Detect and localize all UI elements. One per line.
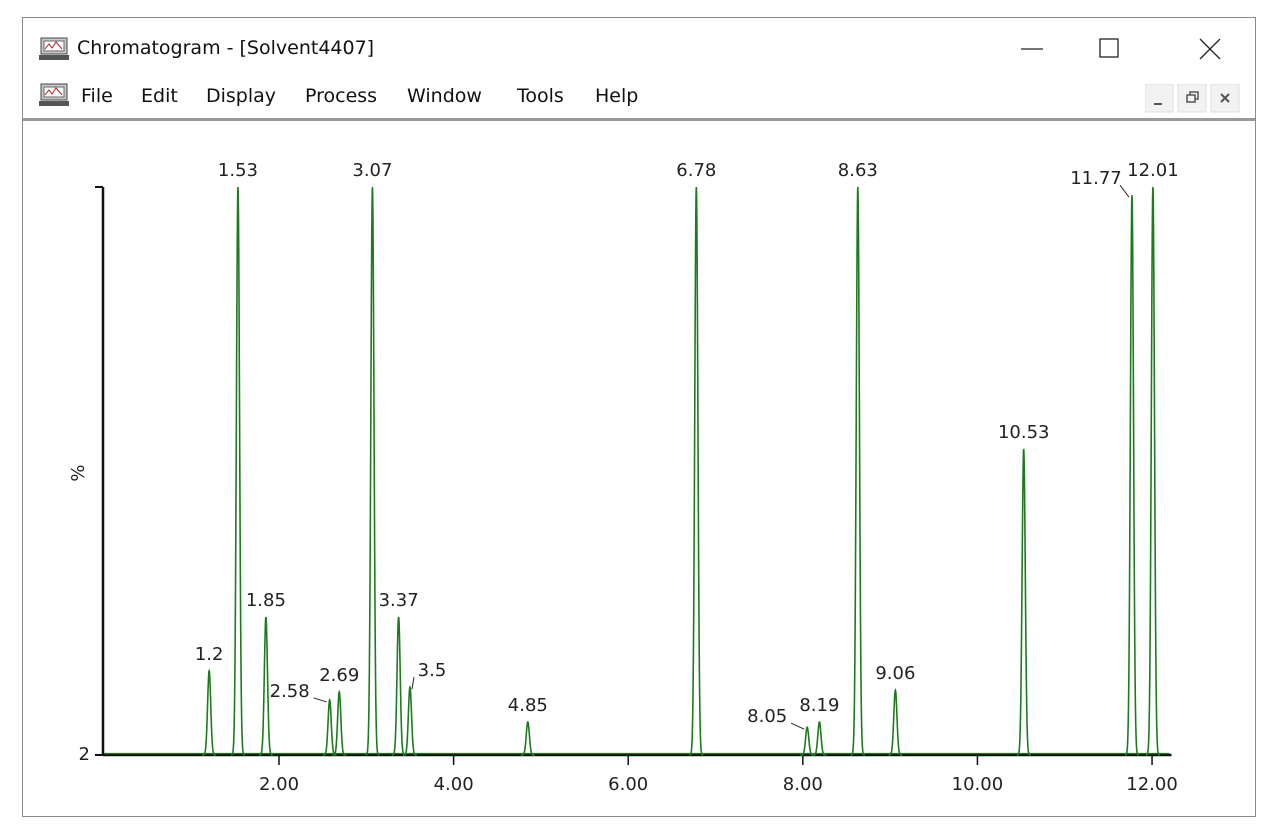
peak-label: 3.5 <box>418 660 447 681</box>
window-title: Chromatogram - [Solvent4407] <box>77 37 375 59</box>
peak <box>520 720 535 756</box>
peak <box>1124 195 1140 756</box>
leader-line <box>411 677 415 690</box>
menu-bar: File Edit Display Process Window Tools H… <box>23 78 1255 121</box>
peak <box>888 688 903 756</box>
menu-item[interactable]: Window <box>407 85 482 107</box>
leader-line <box>1119 184 1130 198</box>
menu-item[interactable]: Edit <box>141 85 178 107</box>
mdi-close[interactable] <box>1220 93 1230 103</box>
close-button[interactable] <box>1199 38 1221 60</box>
maximize-button[interactable] <box>1099 38 1119 58</box>
menu-item[interactable]: Tools <box>517 85 564 107</box>
peak <box>1145 186 1160 756</box>
peak <box>402 685 417 756</box>
peak <box>689 186 704 756</box>
menu-item[interactable]: File <box>81 85 113 107</box>
title-bar: Chromatogram - [Solvent4407] <box>23 18 1255 60</box>
peak-label: 1.85 <box>246 590 286 611</box>
peak <box>258 616 273 756</box>
x-tick-label: 12.00 <box>1126 774 1178 795</box>
peak-label: 6.78 <box>676 160 716 181</box>
x-tick-label: 6.00 <box>608 774 648 795</box>
peak <box>391 616 406 756</box>
x-tick-label: 8.00 <box>783 774 823 795</box>
window-controls <box>1021 38 1221 60</box>
y-tick-label: 2 <box>79 744 90 765</box>
leader-line <box>313 697 327 703</box>
peak-label: 9.06 <box>875 663 915 684</box>
peak <box>202 668 217 756</box>
peak <box>800 726 815 756</box>
leader-line <box>790 722 805 730</box>
peak-label: 8.19 <box>799 695 839 716</box>
peak-label: 11.77 <box>1070 168 1122 189</box>
peak <box>812 720 827 756</box>
peak-label: 2.58 <box>270 681 310 702</box>
peak-label: 10.53 <box>998 422 1050 443</box>
x-tick-label: 2.00 <box>259 774 299 795</box>
x-tick-label: 10.00 <box>952 774 1004 795</box>
peak-label: 8.63 <box>838 160 878 181</box>
peak-label: 1.53 <box>218 160 258 181</box>
peak-label: 12.01 <box>1127 160 1179 181</box>
peak <box>1016 448 1031 756</box>
peak <box>322 698 337 756</box>
peak <box>230 186 246 756</box>
y-axis-label: % <box>68 464 89 481</box>
peak <box>365 186 380 756</box>
peak-label: 8.05 <box>747 706 787 727</box>
peak <box>332 689 347 756</box>
peak-label: 1.2 <box>195 644 224 665</box>
peak-label: 3.07 <box>352 160 392 181</box>
peak <box>850 186 865 756</box>
peak-label: 2.69 <box>319 665 359 686</box>
window: Chromatogram - [Solvent4407] File Edit D… <box>22 17 1256 817</box>
peak-label: 4.85 <box>508 695 548 716</box>
menu-item[interactable]: Display <box>206 85 277 107</box>
x-tick-label: 4.00 <box>434 774 474 795</box>
app-icon <box>39 37 69 60</box>
doc-icon <box>39 83 69 106</box>
peak-label: 3.37 <box>379 590 419 611</box>
mdi-controls <box>1145 84 1240 113</box>
menu-item[interactable]: Process <box>305 85 378 107</box>
menu-item[interactable]: Help <box>595 85 639 107</box>
